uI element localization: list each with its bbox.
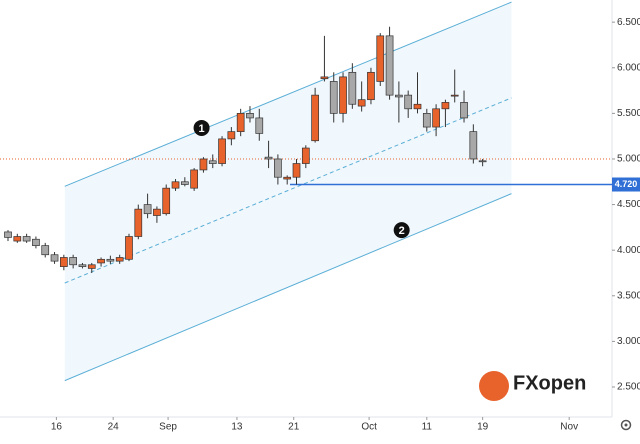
candle-body (478, 160, 487, 163)
channel-middle (64, 97, 512, 284)
y-tick-label: 5.500 (617, 108, 640, 119)
candle-body (460, 102, 468, 119)
candle-body (143, 204, 152, 215)
candle-body (404, 94, 413, 110)
candle-body (87, 264, 96, 269)
x-tick-label: 21 (288, 422, 300, 433)
candle-body (50, 254, 59, 262)
x-tick-label: Oct (361, 422, 377, 433)
candle-body (264, 156, 273, 160)
candle-body (283, 176, 292, 180)
candle-body (385, 35, 394, 96)
candle-body (69, 257, 77, 266)
level-label: 4.720 (615, 179, 638, 189)
y-tick-label: 3.500 (617, 290, 640, 301)
candle-body (274, 158, 282, 178)
candle-body (376, 35, 385, 82)
candle-body (236, 113, 245, 132)
y-tick-label: 5.000 (617, 154, 640, 165)
y-tick-label: 4.500 (617, 199, 640, 210)
candle-body (320, 76, 329, 80)
candle-body (199, 158, 208, 171)
annotation-marker (393, 222, 410, 239)
y-tick-label: 6.000 (617, 62, 640, 73)
x-tick-label: 24 (108, 422, 120, 433)
candle-body (171, 181, 180, 189)
candle-body (422, 113, 431, 128)
candle-body (357, 99, 366, 107)
y-tick-label: 2.500 (617, 382, 640, 393)
candle-body (246, 113, 254, 119)
candle-body (190, 169, 198, 189)
x-tick-label: 16 (51, 422, 63, 433)
candle-body (180, 181, 189, 185)
candle-body (153, 208, 161, 216)
annotation-text: 1 (199, 123, 205, 135)
candle-body (4, 231, 12, 238)
channel-upper (64, 1, 512, 187)
candle-body (125, 236, 133, 260)
candle-body (339, 76, 347, 114)
level-label-bg (612, 177, 640, 192)
channel-lower (64, 193, 512, 382)
x-tick-label: 11 (422, 422, 433, 433)
candle-body (367, 71, 375, 101)
candle-body (13, 236, 22, 242)
candle-body (432, 108, 440, 128)
candle-body (413, 103, 422, 110)
candle-body (41, 245, 50, 256)
logo-icon (479, 371, 509, 401)
x-tick-label: Nov (560, 422, 578, 433)
candle-body (292, 163, 301, 178)
candle-body (97, 258, 105, 264)
y-tick-label: 4.000 (617, 245, 640, 256)
candle-body (106, 258, 115, 262)
y-tick-label: 3.000 (617, 336, 640, 347)
x-tick-label: Sep (159, 422, 177, 433)
candle-body (22, 236, 31, 242)
candle-body (469, 131, 478, 160)
annotation-marker (193, 119, 210, 136)
candle-body (32, 238, 40, 246)
candle-body (395, 94, 403, 98)
candle-body (301, 147, 310, 164)
gear-hub (624, 423, 628, 427)
annotation-text: 2 (399, 225, 405, 237)
candle-body (208, 160, 217, 164)
candle-body (218, 138, 226, 164)
candle-body (311, 94, 319, 142)
candle-body (255, 117, 264, 134)
candle-body (227, 131, 236, 140)
x-tick-label: 19 (477, 422, 489, 433)
x-tick-label: 13 (231, 422, 243, 433)
candle-body (78, 264, 87, 267)
candle-body (329, 81, 338, 114)
y-tick-label: 6.500 (617, 17, 640, 28)
candle-body (348, 71, 357, 105)
candle-body (441, 102, 450, 110)
candle-body (59, 257, 68, 267)
candle-body (115, 257, 124, 262)
candle-body (450, 94, 459, 97)
candle-body (162, 187, 171, 215)
candle-body (134, 208, 143, 237)
logo-text: FXopen (513, 372, 586, 394)
gear (620, 419, 632, 431)
settings-icon[interactable] (620, 419, 632, 431)
